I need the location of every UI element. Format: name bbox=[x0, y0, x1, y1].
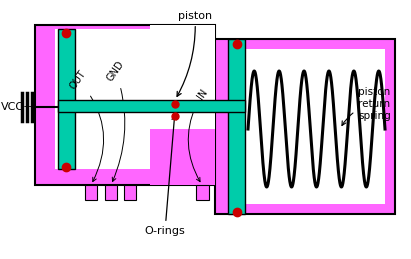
Text: OUT: OUT bbox=[68, 68, 104, 182]
Text: GND: GND bbox=[105, 59, 126, 182]
Text: piston
return
spring: piston return spring bbox=[342, 87, 391, 126]
Bar bbox=[105, 185, 117, 200]
Bar bbox=[124, 185, 136, 200]
Bar bbox=[58, 100, 245, 112]
Bar bbox=[58, 29, 75, 169]
Bar bbox=[35, 25, 215, 185]
Bar bbox=[215, 39, 395, 214]
Bar bbox=[150, 129, 215, 185]
Text: VCC+: VCC+ bbox=[1, 102, 34, 112]
Bar bbox=[196, 185, 209, 200]
Text: IN: IN bbox=[188, 87, 209, 182]
Text: piston: piston bbox=[177, 11, 212, 96]
Bar bbox=[150, 25, 215, 129]
Bar bbox=[55, 29, 150, 169]
Bar bbox=[228, 39, 245, 214]
Text: O-rings: O-rings bbox=[145, 115, 185, 236]
Bar bbox=[85, 185, 97, 200]
Bar bbox=[235, 49, 385, 204]
